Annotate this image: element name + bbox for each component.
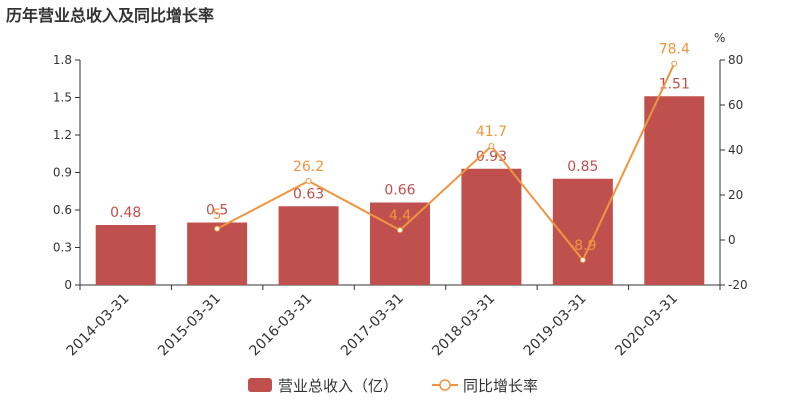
y-left-tick-label: 1.5 (53, 91, 72, 105)
bar[interactable] (187, 222, 248, 286)
bar[interactable] (370, 202, 430, 286)
y-right-tick-label: 80 (728, 53, 743, 67)
bar[interactable] (278, 206, 339, 285)
legend-label-revenue: 营业总收入（亿） (278, 377, 398, 395)
y-right-tick-label: 20 (728, 188, 743, 202)
line-value-label: 41.7 (476, 124, 507, 140)
growth-line (216, 63, 676, 262)
bar-value-label: 0.85 (567, 159, 598, 175)
y-left-tick-label: 1.8 (53, 53, 72, 67)
bar-value-label: 0.48 (110, 205, 141, 221)
bar[interactable] (552, 178, 613, 285)
x-tick-label: 2017-03-31 (338, 291, 407, 360)
line-value-label: 26.2 (293, 159, 324, 175)
x-tick-label: 2020-03-31 (612, 291, 681, 360)
bar-value-label: 0.63 (293, 186, 324, 202)
y-left-tick-label: 0.9 (53, 166, 72, 180)
line-series (214, 60, 678, 264)
line-value-label: 4.4 (389, 208, 411, 224)
line-point[interactable] (579, 257, 586, 264)
line-value-label: 5 (213, 207, 222, 223)
x-tick-label: 2018-03-31 (429, 291, 498, 360)
y-right-tick-label: 40 (728, 143, 743, 157)
chart-title: 历年营业总收入及同比增长率 (6, 6, 215, 25)
line-point[interactable] (214, 225, 221, 232)
line-value-label: 78.4 (659, 42, 690, 58)
y-right-unit: % (714, 31, 725, 45)
legend[interactable]: 营业总收入（亿） 同比增长率 (248, 377, 538, 395)
legend-swatch-marker (439, 379, 451, 391)
bar-labels: 0.48 0.50.63 0.660.930.851.51 (110, 76, 690, 221)
x-tick-label: 2014-03-31 (64, 291, 133, 360)
legend-item-growth[interactable]: 同比增长率 (432, 377, 538, 395)
bar-series (95, 96, 705, 286)
bar[interactable] (95, 225, 156, 285)
line-point[interactable] (488, 143, 495, 150)
legend-item-revenue[interactable]: 营业总收入（亿） (248, 377, 398, 395)
y-right-tick-label: 60 (728, 98, 743, 112)
y-left-tick-label: 0.3 (53, 241, 72, 255)
line-point[interactable] (397, 227, 403, 234)
y-left-tick-label: 0.6 (53, 203, 72, 217)
legend-swatch-bar (248, 378, 272, 392)
x-tick-label: 2019-03-31 (521, 291, 590, 360)
y-right-tick-label: 0 (728, 233, 736, 247)
y-left-tick-label: 1.2 (53, 128, 72, 142)
bar[interactable] (644, 96, 705, 285)
y-right-tick-label: -20 (728, 278, 748, 292)
x-tick-label: 2015-03-31 (155, 291, 224, 360)
bar-value-label: 0.66 (384, 183, 415, 199)
line-labels: 5 26.2 4.4 41.7 -8.9 78.4 (213, 42, 690, 254)
bar-value-label: 0.5 (206, 203, 228, 219)
x-tick-label: 2016-03-31 (247, 291, 316, 360)
bar-value-label: 1.51 (659, 76, 690, 92)
line-point[interactable] (671, 60, 678, 67)
y-left-tick-label: 0 (64, 278, 72, 292)
line-value-label: -8.9 (569, 238, 596, 254)
line-point[interactable] (305, 178, 312, 185)
legend-label-growth: 同比增长率 (463, 377, 538, 395)
bar[interactable] (461, 168, 522, 285)
